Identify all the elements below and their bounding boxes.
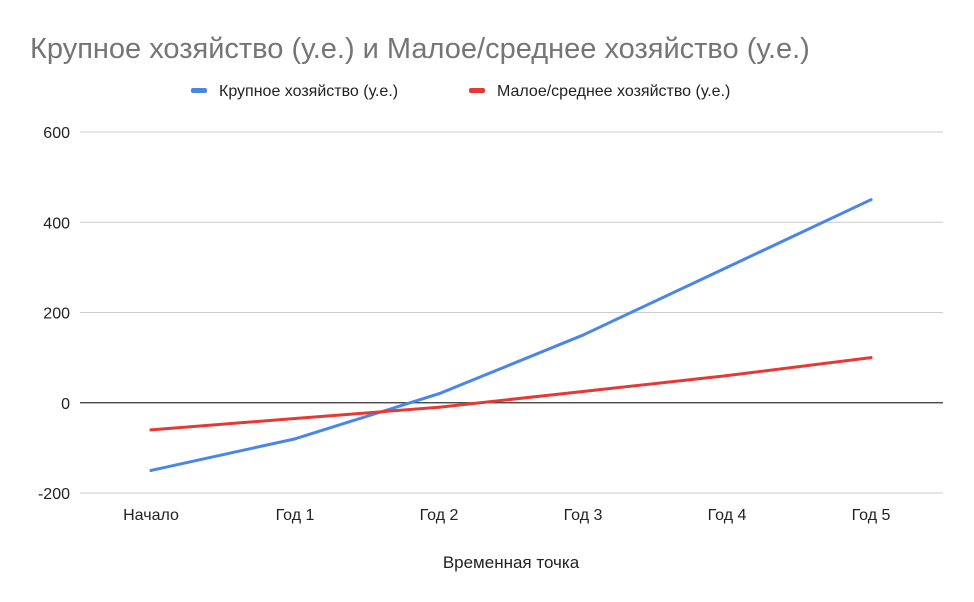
legend-swatch-large-farm [191, 88, 207, 93]
data-point [725, 265, 729, 269]
x-axis-title: Временная точка [443, 553, 580, 572]
x-tick-label: Год 1 [276, 507, 315, 524]
data-point [437, 405, 441, 409]
series-line-1 [149, 356, 873, 432]
legend-label-large-farm: Крупное хозяйство (у.е.) [219, 83, 398, 100]
series-line-0 [149, 198, 873, 472]
chart-title: Крупное хозяйство (у.е.) и Малое/среднее… [30, 33, 810, 65]
data-point [725, 374, 729, 378]
y-tick-label: 600 [43, 125, 70, 142]
legend-label-small-medium-farm: Малое/среднее хозяйство (у.е.) [497, 83, 730, 100]
x-tick-label: Год 5 [852, 507, 891, 524]
x-tick-label: Год 3 [564, 507, 603, 524]
data-point [293, 437, 297, 441]
y-tick-label: 0 [61, 396, 70, 413]
y-tick-label: -200 [38, 486, 70, 503]
data-point [149, 468, 153, 472]
series-lines [149, 198, 873, 472]
x-tick-label: Год 2 [420, 507, 459, 524]
data-point [869, 198, 873, 202]
y-tick-labels: 600 400 200 0 -200 [38, 125, 70, 503]
data-point [149, 428, 153, 432]
legend-swatch-small-medium-farm [469, 88, 485, 93]
data-point [869, 356, 873, 360]
data-point [581, 389, 585, 393]
legend: Крупное хозяйство (у.е.) Малое/среднее х… [191, 83, 730, 100]
x-tick-label: Год 4 [708, 507, 747, 524]
x-tick-label: Начало [123, 507, 179, 524]
data-point [437, 392, 441, 396]
x-tick-labels: Начало Год 1 Год 2 Год 3 Год 4 Год 5 [123, 507, 890, 524]
data-point [581, 333, 585, 337]
y-tick-label: 400 [43, 215, 70, 232]
data-point [293, 417, 297, 421]
y-tick-label: 200 [43, 306, 70, 323]
gridlines [80, 131, 943, 494]
